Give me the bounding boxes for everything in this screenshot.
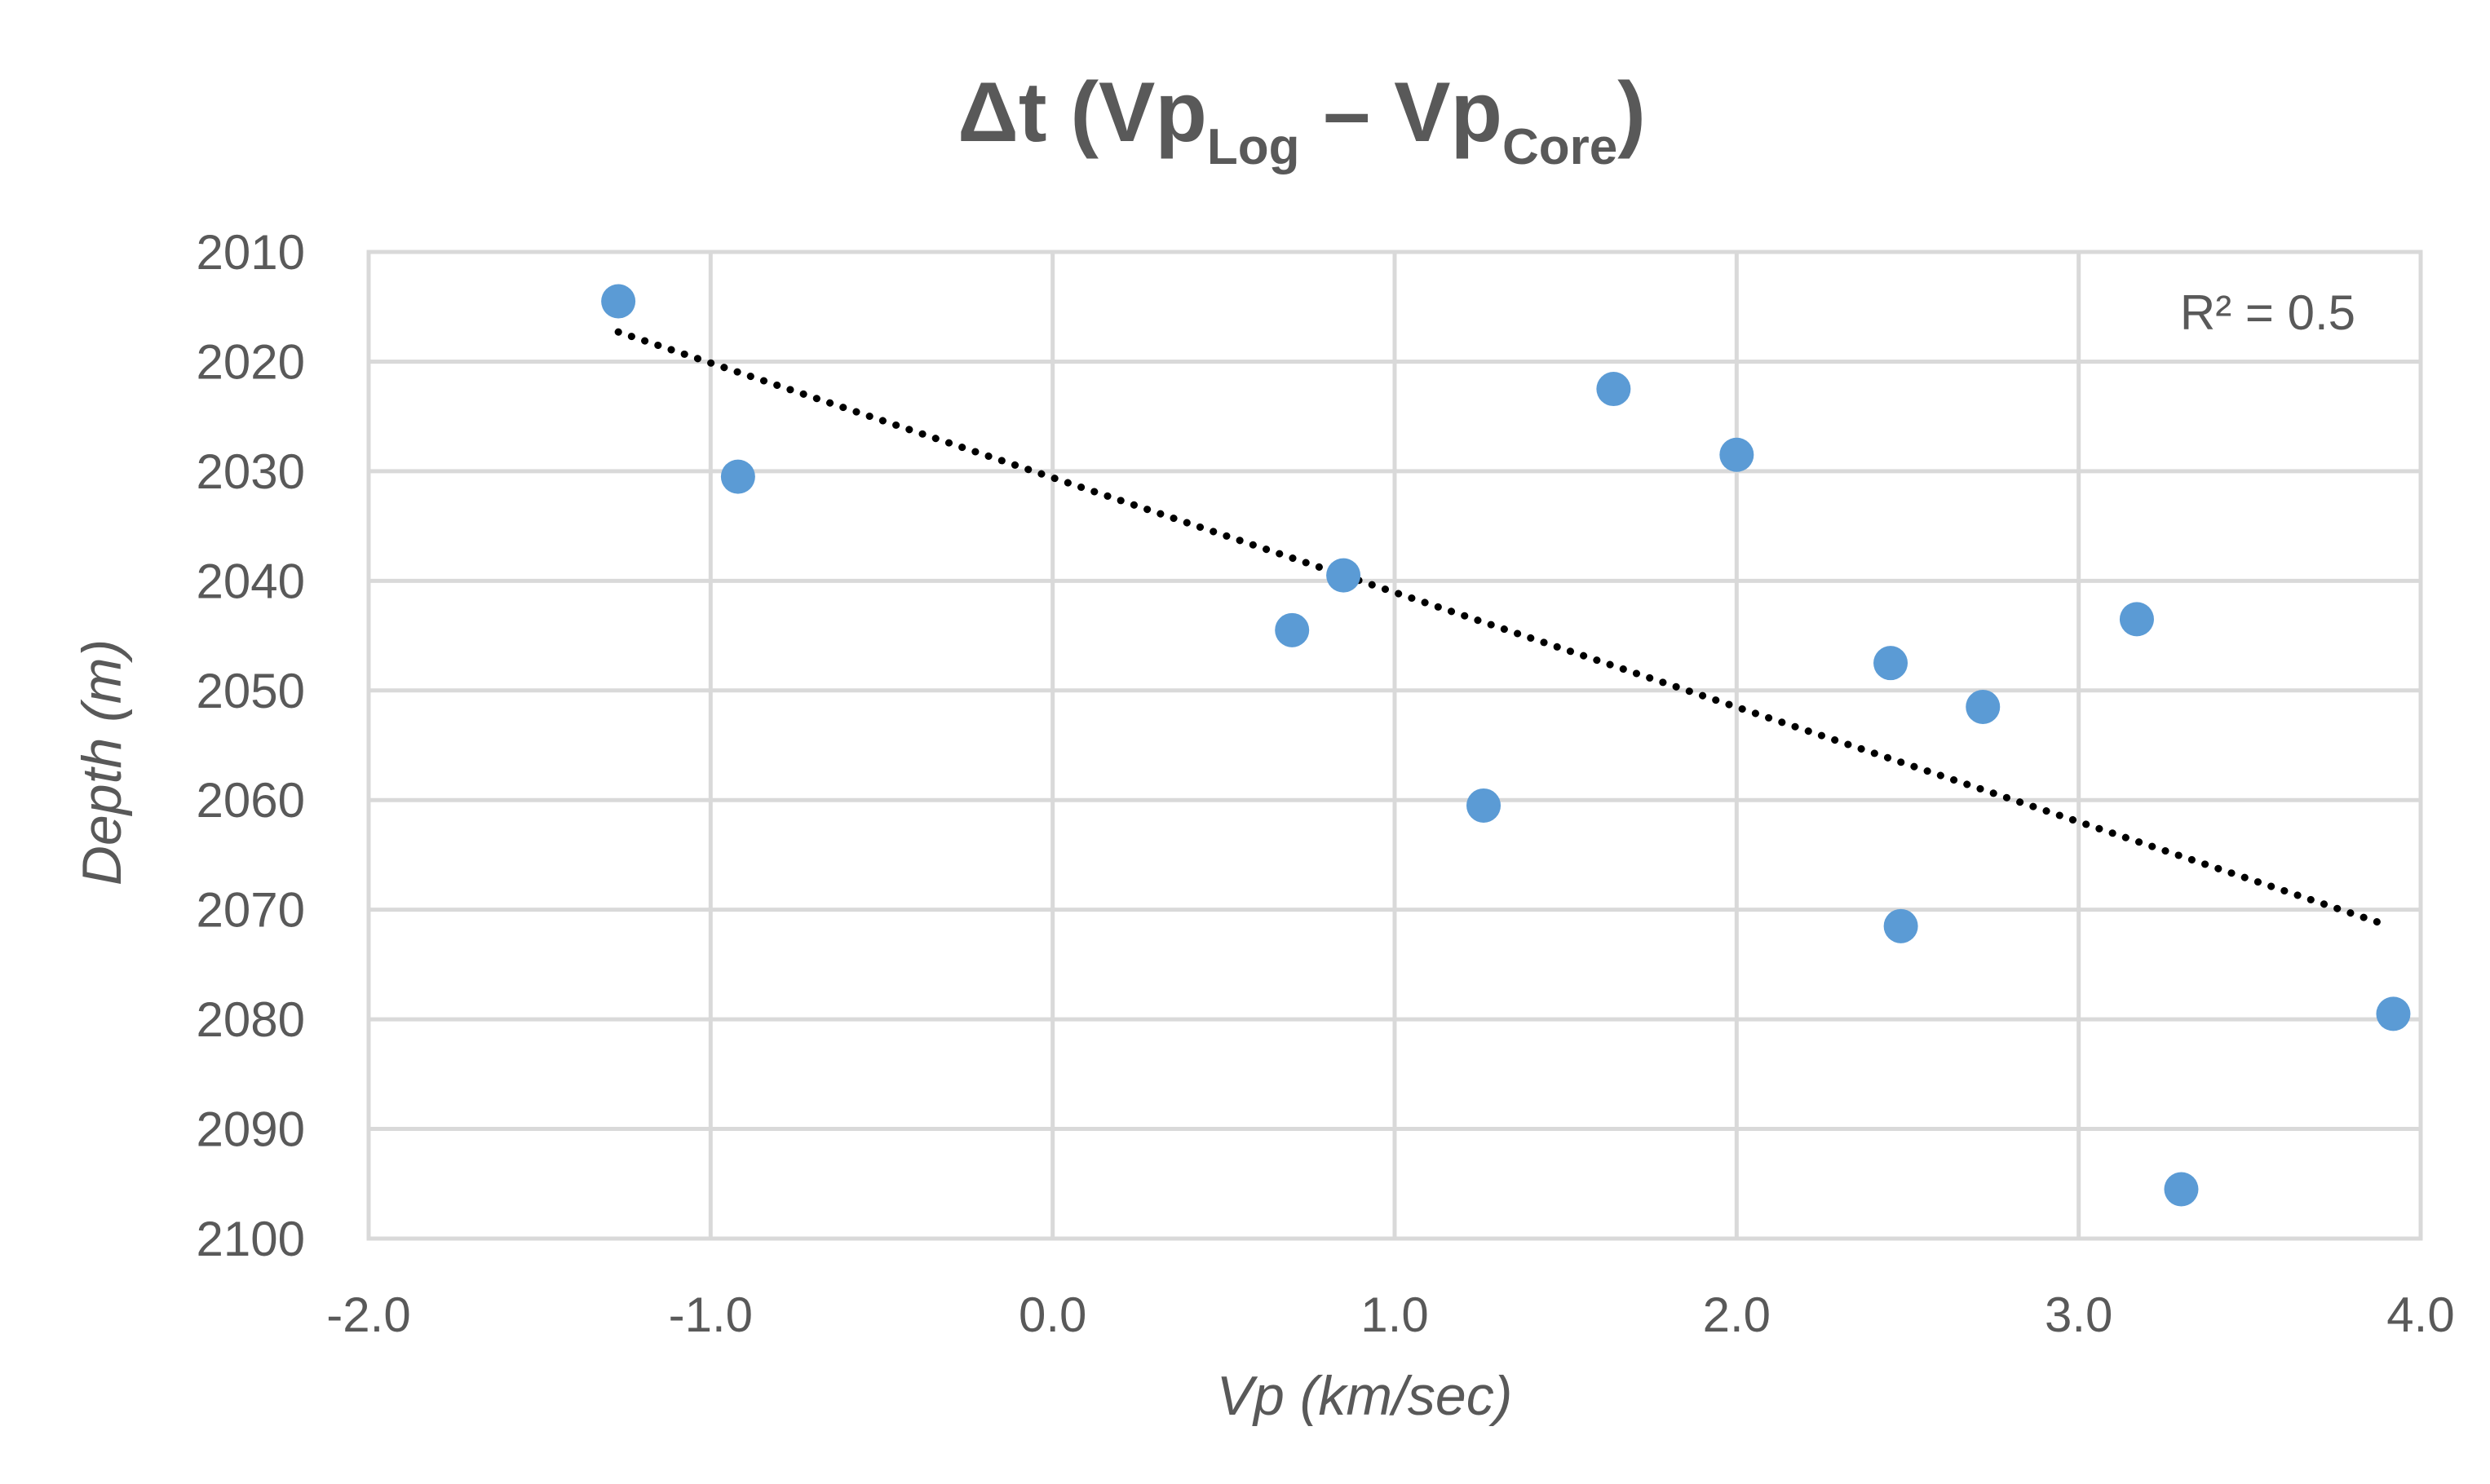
- y-axis-ticks: 2010 2020 2030 2040 2050 2060 2070 2080 2090 2100: [197, 225, 305, 1266]
- chart-title-subscript-core: Core: [1502, 119, 1617, 175]
- y-tick-label: 2010: [197, 225, 305, 280]
- y-axis-title: Depth (m): [71, 639, 133, 886]
- y-tick-label: 2060: [197, 773, 305, 828]
- plot-area: [366, 250, 2423, 1241]
- data-point: [2119, 602, 2154, 637]
- x-tick-label: 4.0: [2386, 1287, 2454, 1342]
- x-axis-ticks: -2.0 -1.0 0.0 1.0 2.0 3.0 4.0: [326, 1287, 2454, 1342]
- data-point: [1466, 788, 1502, 823]
- gridlines: [366, 250, 2423, 1241]
- x-tick-label: 2.0: [1703, 1287, 1771, 1342]
- data-point: [2376, 996, 2411, 1031]
- y-tick-label: 2080: [197, 992, 305, 1047]
- data-point: [2164, 1172, 2199, 1207]
- y-tick-label: 2090: [197, 1102, 305, 1157]
- data-point: [601, 284, 636, 319]
- data-point: [1719, 437, 1754, 472]
- x-axis-title: Vp (km/sec): [1217, 1365, 1513, 1427]
- y-tick-label: 2100: [197, 1212, 305, 1266]
- data-point: [720, 459, 755, 494]
- x-tick-label: -1.0: [669, 1287, 753, 1342]
- data-point: [1596, 372, 1631, 407]
- r-squared-label: R² = 0.5: [2180, 285, 2355, 340]
- data-point: [1275, 612, 1310, 647]
- y-tick-label: 2020: [197, 334, 305, 389]
- y-tick-label: 2070: [197, 883, 305, 938]
- chart-title-middle: – Vp: [1300, 65, 1503, 160]
- chart-title-suffix: ): [1617, 65, 1646, 160]
- chart-title-subscript-log: Log: [1207, 119, 1300, 175]
- x-tick-label: 1.0: [1360, 1287, 1428, 1342]
- data-point: [1326, 558, 1361, 593]
- chart-title: Δt (VpLog – VpCore): [958, 65, 1646, 175]
- data-point: [1966, 689, 2001, 724]
- y-tick-label: 2040: [197, 554, 305, 608]
- chart-title-prefix: Δt (Vp: [958, 65, 1207, 160]
- y-tick-label: 2050: [197, 664, 305, 718]
- x-tick-label: 0.0: [1019, 1287, 1086, 1342]
- data-point: [1873, 646, 1908, 681]
- y-tick-label: 2030: [197, 444, 305, 499]
- x-tick-label: 3.0: [2045, 1287, 2112, 1342]
- x-tick-label: -2.0: [326, 1287, 410, 1342]
- data-point: [1883, 908, 1918, 943]
- trendline: [614, 328, 2390, 929]
- data-points: [601, 284, 2411, 1207]
